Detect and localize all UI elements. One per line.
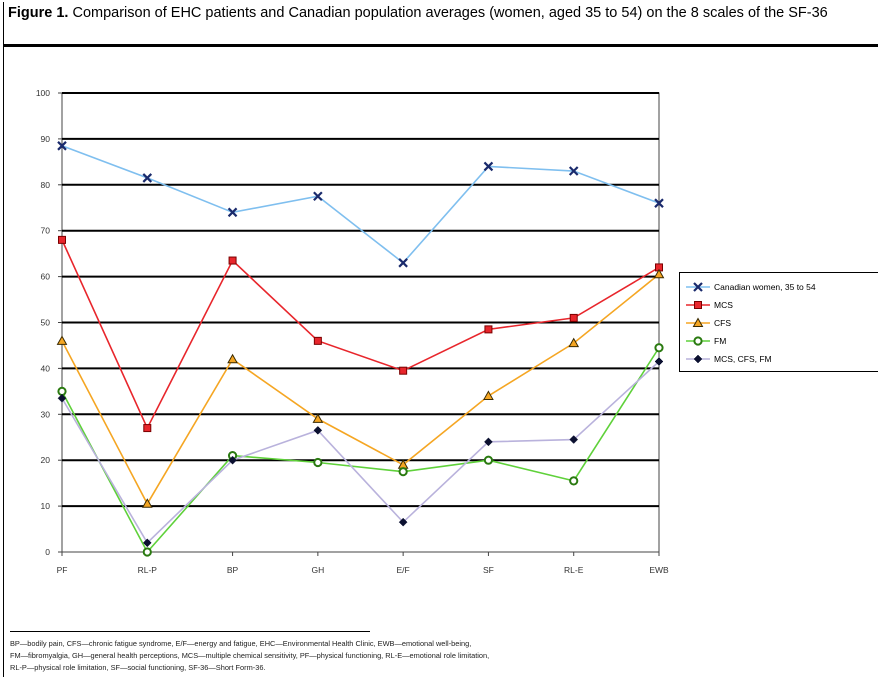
x-tick-label: PF <box>57 565 68 575</box>
y-tick-label: 50 <box>41 318 51 328</box>
data-point <box>142 173 153 183</box>
legend-swatch <box>686 317 710 327</box>
data-point <box>56 335 68 345</box>
legend-marker <box>693 336 703 346</box>
y-tick-label: 20 <box>41 455 51 465</box>
legend-marker <box>694 301 702 309</box>
series-line <box>61 239 660 430</box>
legend-label: Canadian women, 35 to 54 <box>714 282 816 292</box>
footnote-line: RL-P—physical role limitation, SF—social… <box>10 663 266 672</box>
data-point <box>398 517 408 527</box>
data-point <box>141 498 153 508</box>
series-line <box>61 145 660 264</box>
data-point <box>654 357 664 366</box>
y-tick-label: 0 <box>45 547 50 557</box>
data-point <box>313 336 322 345</box>
legend-marker <box>693 354 703 364</box>
legend-label: FM <box>714 336 727 346</box>
figure-label: Figure 1. <box>8 5 69 21</box>
y-tick-label: 40 <box>41 363 51 373</box>
x-tick-label: E/F <box>397 565 410 575</box>
data-point <box>484 437 493 447</box>
figure-title: Comparison of EHC patients and Canadian … <box>72 5 828 21</box>
x-tick-label: GH <box>311 565 324 575</box>
y-tick-label: 10 <box>41 501 51 511</box>
data-point <box>654 198 664 208</box>
figure-caption: Figure 1. Comparison of EHC patients and… <box>8 4 868 23</box>
series-0 <box>57 141 664 268</box>
legend-swatch <box>686 336 710 346</box>
line-chart: 0 10 20 30 40 50 60 70 80 90 100 PF RL-P BP GH E/F SF RL-… <box>36 88 669 575</box>
series-3 <box>57 343 664 557</box>
x-tick-label: BP <box>227 565 239 575</box>
series-line <box>61 273 660 506</box>
data-point <box>484 325 493 334</box>
legend-swatch <box>686 282 710 292</box>
legend-item: CFS <box>684 315 878 331</box>
x-tick-label: EWB <box>649 565 669 575</box>
legend-item: FM <box>684 333 878 349</box>
data-point <box>569 476 579 486</box>
figure-frame <box>3 2 875 677</box>
series-2 <box>56 268 665 508</box>
data-point <box>313 191 323 202</box>
data-point <box>142 547 152 557</box>
data-point <box>227 353 238 364</box>
data-point <box>483 455 494 465</box>
x-tick-label: SF <box>483 565 494 575</box>
footnote-line: FM—fibromyalgia, GH—general health perce… <box>10 651 490 660</box>
legend-label: MCS, CFS, FM <box>714 354 772 364</box>
data-point <box>58 235 66 244</box>
data-point <box>57 393 67 403</box>
legend-marker <box>693 282 703 292</box>
data-point <box>143 424 152 433</box>
data-point <box>228 455 237 465</box>
data-point <box>568 337 580 348</box>
x-tick-label: RL-E <box>564 565 584 575</box>
footnote-line: BP—bodily pain, CFS—chronic fatigue synd… <box>10 639 472 648</box>
footnote-rule <box>10 631 370 632</box>
title-rule <box>4 44 878 47</box>
series-line <box>61 360 660 545</box>
data-point <box>312 413 324 423</box>
data-point <box>313 426 323 435</box>
footnote: BP—bodily pain, CFS—chronic fatigue synd… <box>10 638 875 674</box>
data-point <box>398 258 408 268</box>
series-4 <box>57 357 664 548</box>
legend-item: MCS, CFS, FM <box>684 351 878 367</box>
data-point <box>142 538 152 548</box>
data-point <box>569 435 579 444</box>
y-tick-label: 100 <box>36 88 50 98</box>
y-tick-label: 30 <box>41 409 51 419</box>
data-point <box>57 386 67 396</box>
data-point <box>227 207 238 218</box>
data-point <box>399 366 408 375</box>
y-tick-label: 60 <box>41 272 51 282</box>
legend-item: MCS <box>684 297 878 313</box>
series-1 <box>58 235 663 433</box>
legend-marker <box>692 317 704 327</box>
legend-label: CFS <box>714 318 731 328</box>
data-point <box>398 467 408 477</box>
y-tick-label: 90 <box>41 134 51 144</box>
data-point <box>483 161 494 172</box>
legend-label: MCS <box>714 300 733 310</box>
data-point <box>653 268 665 279</box>
data-point <box>569 313 578 322</box>
chart-legend: Canadian women, 35 to 54 MCS CFS FM MCS, CFS… <box>679 272 878 372</box>
legend-swatch <box>686 301 710 309</box>
y-tick-label: 70 <box>41 226 51 236</box>
series-line <box>61 347 660 554</box>
legend-item: Canadian women, 35 to 54 <box>684 279 878 295</box>
y-tick-label: 80 <box>41 180 51 190</box>
data-point <box>654 343 664 353</box>
data-point <box>228 256 237 265</box>
x-tick-label: RL-P <box>138 565 158 575</box>
legend-swatch <box>686 354 710 364</box>
data-point <box>57 141 67 151</box>
data-point <box>313 457 323 468</box>
data-point <box>568 166 579 176</box>
data-point <box>483 390 494 400</box>
